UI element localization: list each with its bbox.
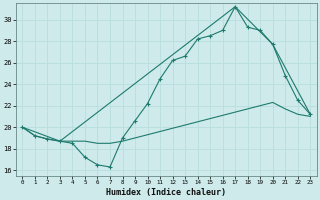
X-axis label: Humidex (Indice chaleur): Humidex (Indice chaleur) <box>106 188 226 197</box>
